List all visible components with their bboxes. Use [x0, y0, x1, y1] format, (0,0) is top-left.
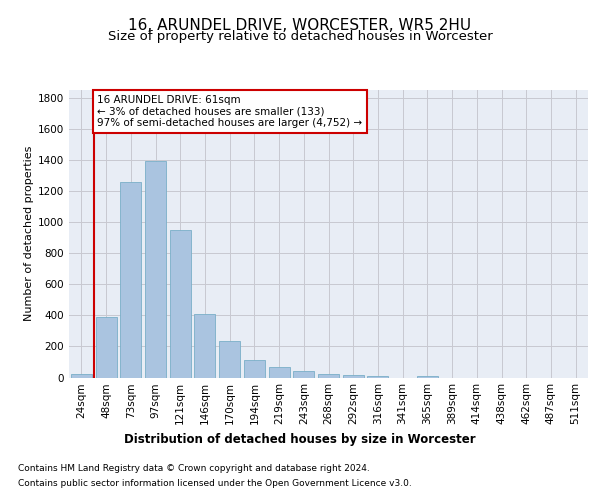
Bar: [194, 314, 215, 378]
Bar: [145, 162, 166, 378]
Text: Size of property relative to detached houses in Worcester: Size of property relative to detached ho…: [107, 30, 493, 43]
Bar: [219, 342, 240, 378]
Bar: [343, 375, 364, 378]
Bar: [367, 376, 388, 378]
Bar: [170, 230, 191, 378]
Text: Distribution of detached houses by size in Worcester: Distribution of detached houses by size …: [124, 432, 476, 446]
Bar: [318, 374, 339, 378]
Bar: [95, 317, 116, 378]
Bar: [293, 372, 314, 378]
Y-axis label: Number of detached properties: Number of detached properties: [24, 146, 34, 322]
Text: Contains HM Land Registry data © Crown copyright and database right 2024.: Contains HM Land Registry data © Crown c…: [18, 464, 370, 473]
Text: Contains public sector information licensed under the Open Government Licence v3: Contains public sector information licen…: [18, 479, 412, 488]
Text: 16 ARUNDEL DRIVE: 61sqm
← 3% of detached houses are smaller (133)
97% of semi-de: 16 ARUNDEL DRIVE: 61sqm ← 3% of detached…: [97, 94, 362, 128]
Bar: [244, 360, 265, 378]
Bar: [269, 368, 290, 378]
Bar: [120, 182, 141, 378]
Bar: [71, 374, 92, 378]
Bar: [417, 376, 438, 378]
Text: 16, ARUNDEL DRIVE, WORCESTER, WR5 2HU: 16, ARUNDEL DRIVE, WORCESTER, WR5 2HU: [128, 18, 472, 32]
